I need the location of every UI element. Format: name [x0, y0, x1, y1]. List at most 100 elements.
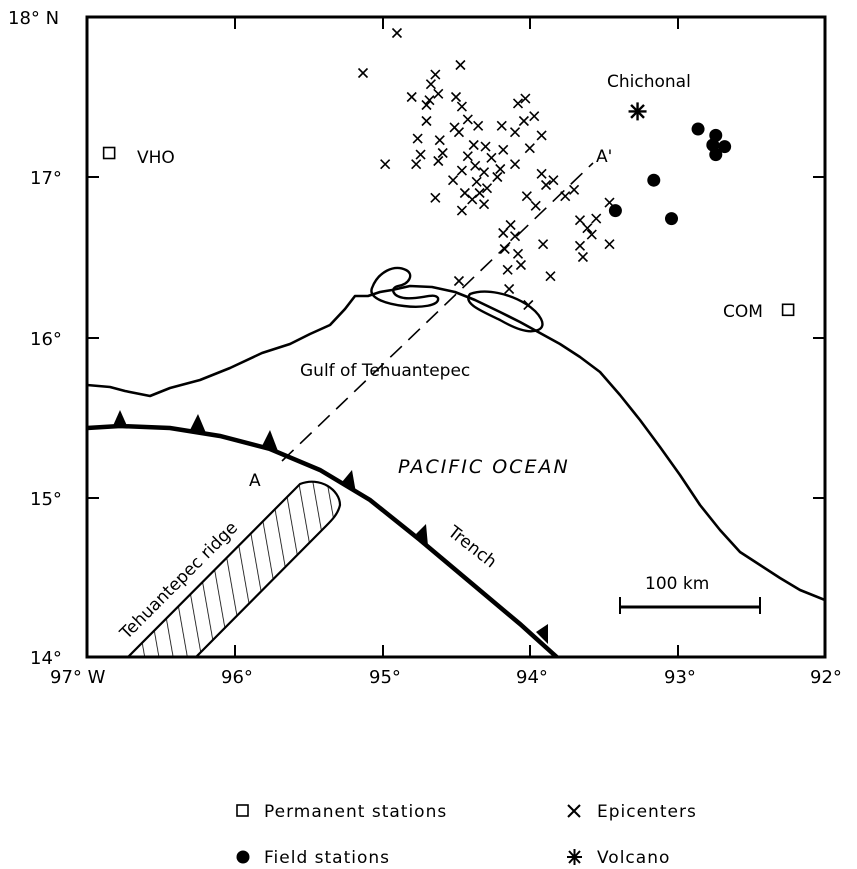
field-station-mark — [691, 122, 705, 136]
scale-bar — [619, 597, 761, 614]
epicenter-mark — [470, 160, 481, 171]
epicenter-mark — [421, 99, 432, 111]
profile-line — [281, 162, 594, 462]
volcano-mark — [628, 102, 647, 121]
epicenter-mark — [456, 205, 467, 216]
profile-label-a-prime: A' — [596, 147, 612, 167]
epicenter-mark — [560, 191, 571, 202]
epicenter-mark — [504, 283, 515, 295]
legend-epicenter-symbol — [567, 804, 581, 818]
epicenter-mark — [509, 231, 521, 242]
epicenter-mark — [433, 88, 444, 99]
epicenter-mark — [437, 147, 448, 159]
epicenter-mark — [540, 179, 552, 191]
epicenter-mark — [433, 155, 444, 167]
epicenter-mark — [499, 243, 510, 255]
epicenter-mark — [574, 240, 586, 251]
map-marks — [102, 27, 795, 317]
lon-label-94: 94° — [516, 667, 548, 688]
epicenter-mark — [577, 251, 589, 263]
ocean-label: PACIFIC OCEAN — [398, 456, 570, 478]
epicenter-mark — [512, 248, 524, 259]
epicenter-mark — [509, 159, 521, 170]
epicenter-mark — [480, 141, 491, 152]
epicenter-mark — [545, 271, 556, 282]
epicenter-mark — [536, 130, 547, 141]
lat-label-16: 16° — [30, 329, 62, 350]
epicenter-mark — [521, 191, 532, 202]
epicenter-mark — [505, 219, 516, 231]
legend-permanent-symbol — [236, 804, 249, 817]
epicenter-mark — [430, 192, 441, 203]
epicenter-mark — [467, 194, 478, 205]
epicenter-mark — [450, 91, 462, 103]
epicenter-mark — [434, 135, 445, 146]
epicenter-mark — [425, 79, 436, 90]
epicenter-mark — [478, 199, 490, 210]
epicenter-mark — [456, 165, 467, 176]
epicenter-mark — [530, 200, 541, 211]
epicenter-mark — [520, 93, 531, 104]
field-station-mark — [709, 148, 723, 162]
trench-line — [87, 423, 561, 657]
epicenter-mark — [391, 27, 403, 39]
epicenter-mark — [406, 91, 417, 103]
epicenter-mark — [548, 175, 559, 186]
epicenter-mark — [468, 139, 479, 151]
epicenter-mark — [574, 215, 586, 226]
lon-label-93: 93° — [664, 667, 696, 688]
volcano-label: Chichonal — [607, 72, 691, 92]
legend-permanent-label: Permanent stations — [264, 802, 447, 822]
field-station-mark — [718, 140, 732, 154]
lon-label-96: 96° — [221, 667, 253, 688]
epicenter-mark — [415, 149, 426, 160]
epicenter-mark — [518, 115, 529, 127]
scale-bar-label: 100 km — [645, 574, 709, 594]
tehuantepec-ridge — [126, 480, 342, 657]
epicenter-mark — [453, 127, 465, 138]
permanent-station-mark — [102, 146, 116, 160]
lon-label-97: 97° W — [50, 667, 106, 688]
legend-volcano-symbol — [567, 849, 582, 865]
epicenter-mark — [481, 183, 493, 194]
epicenter-mark — [536, 168, 547, 179]
lagoon-east — [467, 290, 544, 333]
epicenter-mark — [492, 171, 503, 183]
lat-label-14: 14° — [30, 648, 62, 669]
epicenter-mark — [424, 95, 435, 106]
permanent-station-mark — [781, 303, 795, 317]
legend: Permanent stations Field stations Epicen… — [236, 802, 697, 868]
field-station-mark — [664, 212, 678, 226]
epicenter-mark — [529, 111, 540, 122]
legend-field-label: Field stations — [264, 848, 390, 868]
trench-teeth — [112, 410, 548, 644]
station-label-vho: VHO — [137, 148, 175, 168]
epicenter-mark — [496, 120, 507, 131]
lon-label-92: 92° — [810, 667, 842, 688]
epicenter-mark — [462, 151, 473, 162]
epicenter-mark — [455, 59, 466, 71]
epicenter-mark — [430, 69, 441, 80]
field-station-mark — [647, 173, 661, 187]
epicenter-mark — [586, 229, 597, 240]
gulf-label: Gulf of Tehuantepec — [300, 361, 470, 381]
lon-labels: 97° W 96° 95° 94° 93° 92° — [50, 667, 842, 688]
epicenter-mark — [357, 67, 369, 79]
legend-field-symbol — [236, 850, 250, 864]
legend-volcano-label: Volcano — [597, 848, 670, 868]
epicenter-mark — [524, 143, 535, 154]
epicenter-mark — [411, 159, 422, 170]
epicenter-mark — [486, 152, 497, 163]
lat-label-18: 18° N — [8, 8, 59, 29]
epicenter-mark — [471, 176, 482, 187]
epicenter-mark — [453, 275, 465, 287]
field-station-mark — [608, 204, 622, 218]
profile-label-a: A — [249, 471, 261, 491]
epicenter-mark — [498, 144, 509, 155]
legend-epicenter-label: Epicenters — [597, 802, 697, 822]
epicenter-mark — [523, 299, 534, 311]
epicenter-mark — [509, 127, 521, 138]
frame-ticks — [87, 17, 825, 657]
epicenter-mark — [473, 120, 484, 131]
